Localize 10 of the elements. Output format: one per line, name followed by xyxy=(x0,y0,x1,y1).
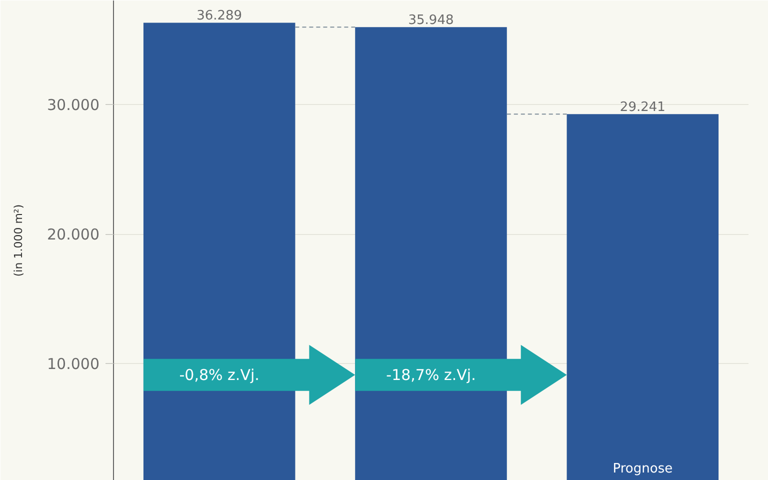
annotation: -18,7% z.Vj. xyxy=(386,366,476,384)
y-axis-title: (in 1.000 m²) xyxy=(12,204,26,277)
annotation: -0,8% z.Vj. xyxy=(179,366,260,384)
y-tick-label: 20.000 xyxy=(47,226,100,244)
data-label: 36.289 xyxy=(196,8,242,24)
y-tick-label: 10.000 xyxy=(47,355,100,374)
y-tick-label: 30.000 xyxy=(47,96,100,114)
data-label: 35.948 xyxy=(408,13,454,28)
data-label: 29.241 xyxy=(620,100,666,116)
annotation: Prognose xyxy=(612,462,673,476)
